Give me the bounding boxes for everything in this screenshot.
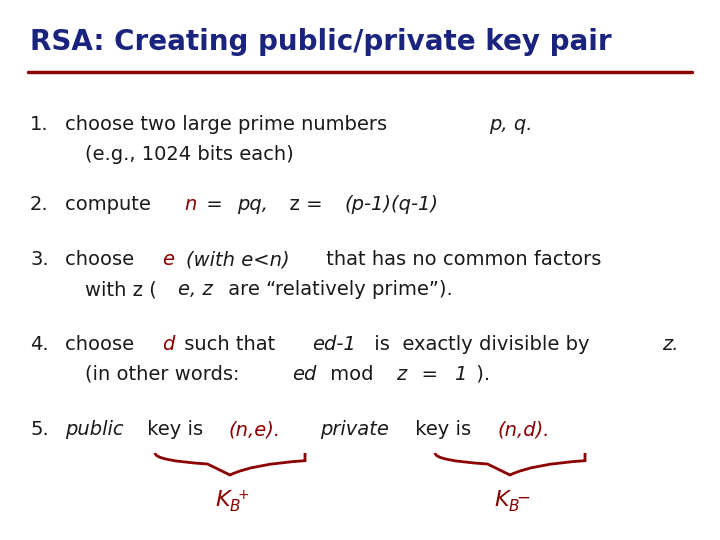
Text: =: = (409, 365, 444, 384)
Text: 5.: 5. (30, 420, 49, 439)
Text: ed: ed (292, 365, 317, 384)
Text: RSA: Creating public/private key pair: RSA: Creating public/private key pair (30, 28, 611, 56)
Text: 4.: 4. (30, 335, 49, 354)
Text: 1.: 1. (30, 115, 49, 134)
Text: e: e (162, 250, 174, 269)
Text: public: public (65, 420, 124, 439)
Text: mod: mod (324, 365, 379, 384)
Text: $B$: $B$ (229, 498, 240, 514)
Text: choose two large prime numbers: choose two large prime numbers (65, 115, 393, 134)
Text: with z (: with z ( (85, 280, 157, 299)
Text: ).: ). (470, 365, 490, 384)
Text: compute: compute (65, 195, 157, 214)
Text: e, z: e, z (178, 280, 212, 299)
Text: are “relatively prime”).: are “relatively prime”). (222, 280, 453, 299)
Text: (e.g., 1024 bits each): (e.g., 1024 bits each) (85, 145, 294, 164)
Text: is  exactly divisible by: is exactly divisible by (368, 335, 596, 354)
Text: pq,: pq, (238, 195, 269, 214)
Text: =: = (200, 195, 229, 214)
Text: 2.: 2. (30, 195, 49, 214)
Text: choose: choose (65, 250, 140, 269)
Text: $+$: $+$ (237, 488, 249, 502)
Text: (in other words:: (in other words: (85, 365, 246, 384)
Text: (n,e).: (n,e). (229, 420, 281, 439)
Text: z.: z. (662, 335, 678, 354)
Text: $K$: $K$ (215, 490, 233, 510)
Text: z =: z = (277, 195, 329, 214)
Text: n: n (184, 195, 197, 214)
Text: that has no common factors: that has no common factors (320, 250, 601, 269)
Text: (p-1)(q-1): (p-1)(q-1) (344, 195, 438, 214)
Text: p, q.: p, q. (489, 115, 532, 134)
Text: such that: such that (179, 335, 282, 354)
Text: choose: choose (65, 335, 140, 354)
Text: (with e<n): (with e<n) (186, 250, 289, 269)
Text: 3.: 3. (30, 250, 49, 269)
Text: z: z (396, 365, 406, 384)
Text: key is: key is (409, 420, 477, 439)
Text: d: d (162, 335, 175, 354)
Text: 1: 1 (454, 365, 467, 384)
Text: key is: key is (140, 420, 209, 439)
Text: $K$: $K$ (494, 490, 512, 510)
Text: $B$: $B$ (508, 498, 520, 514)
Text: (n,d).: (n,d). (498, 420, 550, 439)
Text: ed-1: ed-1 (312, 335, 356, 354)
Text: $-$: $-$ (516, 488, 530, 506)
Text: private: private (320, 420, 390, 439)
